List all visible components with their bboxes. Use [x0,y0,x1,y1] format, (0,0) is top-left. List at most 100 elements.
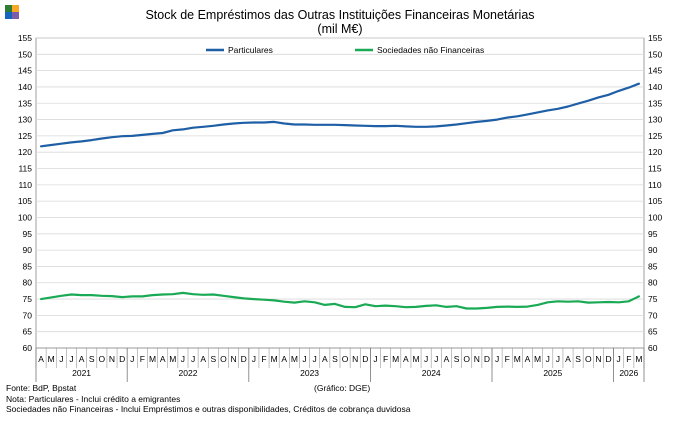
x-tick-label-month: O [463,354,470,364]
y-tick-label-left: 80 [23,278,33,288]
y-tick-label-right: 75 [648,294,658,304]
y-tick-label-right: 155 [648,33,662,43]
x-tick-label-month: S [454,354,460,364]
x-tick-label-month: A [79,354,85,364]
x-tick-label-month: D [362,354,368,364]
x-tick-label-month: A [200,354,206,364]
x-tick-label-month: M [169,354,176,364]
x-tick-label-month: M [149,354,156,364]
y-tick-label-left: 150 [18,49,32,59]
note-particulares: Nota: Particulares - Inclui crédito a em… [6,393,181,404]
y-tick-label-left: 95 [23,229,33,239]
x-tick-label-month: N [474,354,480,364]
y-tick-label-left: 155 [18,33,32,43]
x-tick-label-month: F [626,354,631,364]
x-tick-label-month: M [271,354,278,364]
y-tick-label-right: 100 [648,212,662,222]
y-tick-label-left: 125 [18,131,32,141]
x-tick-label-month: J [546,354,550,364]
y-tick-label-left: 70 [23,310,33,320]
x-tick-label-month: M [392,354,399,364]
x-tick-label-month: J [59,354,63,364]
notes: Fonte: BdP, Bpstat Nota: Particulares - … [6,383,410,415]
y-tick-label-left: 75 [23,294,33,304]
x-tick-label-month: D [484,354,490,364]
y-tick-label-left: 145 [18,66,32,76]
x-tick-label-month: A [403,354,409,364]
x-tick-label-month: J [130,354,134,364]
y-tick-label-right: 140 [648,82,662,92]
x-tick-label-month: S [575,354,581,364]
x-tick-label-month: A [160,354,166,364]
chart-credit: (Gráfico: DGE) [314,383,371,393]
chart-subtitle: (mil M€) [317,22,362,36]
x-tick-label-month: D [605,354,611,364]
x-tick-label-month: M [635,354,642,364]
x-tick-label-month: M [291,354,298,364]
y-tick-label-left: 140 [18,82,32,92]
x-tick-label-month: M [48,354,55,364]
x-tick-label-month: F [140,354,145,364]
x-tick-label-month: F [261,354,266,364]
x-tick-label-month: J [252,354,256,364]
x-tick-label-month: O [585,354,592,364]
x-tick-label-month: A [565,354,571,364]
y-tick-label-left: 65 [23,327,33,337]
y-tick-label-right: 95 [648,229,658,239]
x-tick-label-year: 2026 [619,368,638,378]
y-tick-label-right: 120 [648,147,662,157]
y-tick-label-left: 120 [18,147,32,157]
x-tick-label-month: A [322,354,328,364]
y-axis-left: 60 65 70 75 80 85 90 95 100 105 110 115 120 125 130 135… [18,33,32,353]
y-tick-label-right: 110 [648,180,662,190]
y-axis-right: 60 65 70 75 80 85 90 95 100 105 110 115 120 125 130 135… [648,33,662,353]
x-tick-label-month: J [434,354,438,364]
x-tick-label-month: A [444,354,450,364]
x-tick-label-month: A [38,354,44,364]
logo-icon [5,5,19,19]
x-tick-label-year: 2022 [179,368,198,378]
y-tick-label-right: 65 [648,327,658,337]
y-tick-label-right: 80 [648,278,658,288]
y-tick-label-right: 105 [648,196,662,206]
x-tick-label-month: O [99,354,106,364]
gridlines [35,37,645,349]
y-tick-label-left: 100 [18,212,32,222]
legend-sociedades-label: Sociedades não Financeiras [377,45,484,55]
y-tick-label-right: 70 [648,310,658,320]
y-tick-label-left: 130 [18,115,32,125]
y-tick-label-left: 110 [18,180,32,190]
x-tick-label-month: N [231,354,237,364]
x-tick-label-month: N [109,354,115,364]
y-tick-label-left: 85 [23,261,33,271]
x-tick-label-month: J [313,354,317,364]
y-tick-label-right: 85 [648,261,658,271]
x-tick-label-month: A [281,354,287,364]
y-tick-label-left: 105 [18,196,32,206]
x-tick-label-month: S [89,354,95,364]
x-tick-label-month: N [595,354,601,364]
source-note: Fonte: BdP, Bpstat [6,383,77,393]
x-tick-label-month: J [69,354,73,364]
y-tick-label-left: 135 [18,98,32,108]
x-tick-label-month: J [556,354,560,364]
y-tick-label-right: 90 [648,245,658,255]
x-tick-label-month: J [181,354,185,364]
x-tick-label-month: F [383,354,388,364]
x-tick-label-month: S [332,354,338,364]
legend-particulares-label: Particulares [228,45,273,55]
x-tick-label-month: D [241,354,247,364]
x-tick-label-month: J [617,354,621,364]
x-tick-label-month: J [191,354,195,364]
series-line-sociedades [39,291,641,310]
x-tick-label-year: 2024 [422,368,441,378]
x-tick-label-month: J [373,354,377,364]
x-tick-label-month: N [352,354,358,364]
x-tick-label-month: O [220,354,227,364]
x-tick-label-month: J [424,354,428,364]
note-sociedades: Sociedades não Financeiras - Inclui Empr… [6,404,411,414]
y-tick-label-right: 60 [648,343,658,353]
legend: Particulares Sociedades não Financeiras [206,45,484,55]
y-tick-label-right: 145 [648,66,662,76]
